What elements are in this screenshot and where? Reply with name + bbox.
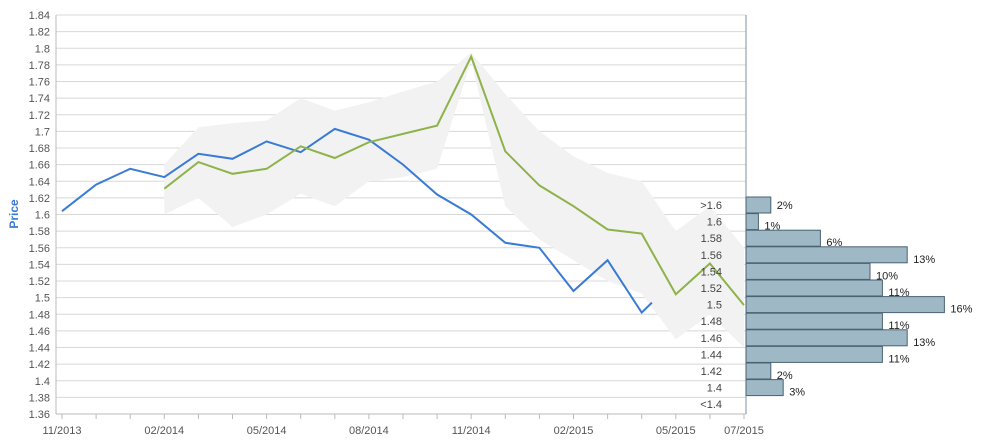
y-tick-label: 1.42 <box>29 359 50 371</box>
y-tick-label: 1.62 <box>29 193 50 205</box>
histogram-bar-percent: 16% <box>950 304 972 316</box>
y-tick-label: 1.38 <box>29 392 50 404</box>
actual-price-line <box>61 127 653 315</box>
histogram-bar-percent: 3% <box>789 387 805 399</box>
histogram-bar <box>745 246 908 264</box>
y-tick-label: 1.7 <box>35 126 50 138</box>
x-tick-label: 11/2013 <box>43 425 82 437</box>
x-tick-label: 05/2015 <box>656 425 696 437</box>
x-tick-label: 11/2014 <box>452 425 491 437</box>
y-tick-label: 1.72 <box>29 110 50 122</box>
histogram-bin-label: <1.4 <box>700 399 722 411</box>
histogram-bar <box>745 345 883 363</box>
histogram-bar <box>745 362 772 380</box>
y-tick-label: 1.76 <box>29 77 50 89</box>
histogram-bin-label: 1.58 <box>701 233 722 245</box>
series-lines <box>61 54 745 315</box>
y-tick-label: 1.54 <box>29 259 50 271</box>
histogram-bar-percent: 2% <box>777 200 793 212</box>
histogram-bar-percent: 10% <box>876 270 898 282</box>
y-tick-label: 1.6 <box>35 210 50 222</box>
histogram-bin-label: 1.6 <box>707 217 722 229</box>
histogram-bar <box>745 329 908 347</box>
histogram-bin-label: 1.46 <box>701 333 722 345</box>
confidence-band <box>164 52 745 348</box>
y-tick-label: 1.48 <box>29 309 50 321</box>
y-tick-label: 1.5 <box>35 293 50 305</box>
histogram-bin-label: 1.54 <box>701 266 722 278</box>
histogram-bar <box>745 196 772 214</box>
y-tick-label: 1.64 <box>29 176 50 188</box>
histogram-bar-percent: 6% <box>826 237 842 249</box>
y-tick-label: 1.8 <box>35 43 50 55</box>
histogram-bin-label: 1.5 <box>707 300 722 312</box>
histogram-bar-percent: 11% <box>888 287 909 299</box>
y-tick-label: 1.52 <box>29 276 50 288</box>
histogram-bin-label: 1.56 <box>701 250 722 262</box>
histogram-bin-label: 1.52 <box>701 283 722 295</box>
histogram-bar <box>745 229 821 247</box>
forecast-band <box>164 52 745 348</box>
y-tick-label: 1.66 <box>29 160 50 172</box>
histogram-bar <box>745 262 871 280</box>
histogram-bar <box>745 312 883 330</box>
y-axis-label: Price <box>7 199 21 229</box>
y-tick-label: 1.84 <box>29 10 50 22</box>
forecast-price-line <box>163 54 745 306</box>
histogram-bar <box>745 296 945 314</box>
x-tick-label: 02/2015 <box>554 425 594 437</box>
histogram-bar-percent: 2% <box>777 370 793 382</box>
y-tick-label: 1.46 <box>29 326 50 338</box>
histogram-bar-percent: 13% <box>913 254 935 266</box>
x-tick-label: 08/2014 <box>349 425 389 437</box>
y-tick-label: 1.82 <box>29 27 50 39</box>
y-tick-label: 1.4 <box>35 376 50 388</box>
x-tick-label: 05/2014 <box>247 425 287 437</box>
y-tick-labels: 1.36 1.38 1.4 1.42 1.44 1.46 1.48 1.5 1.52 1.54 1.… <box>29 10 50 421</box>
histogram-bin-label: 1.48 <box>701 316 722 328</box>
histogram-bar-percent: 11% <box>888 353 909 365</box>
y-tick-label: 1.78 <box>29 60 50 72</box>
y-tick-label: 1.58 <box>29 226 50 238</box>
histogram-bar-percent: 1% <box>764 221 780 233</box>
histogram-bin-label: 1.44 <box>701 349 722 361</box>
y-tick-label: 1.36 <box>29 409 50 421</box>
histogram-bar <box>745 279 883 297</box>
y-tick-label: 1.68 <box>29 143 50 155</box>
y-tick-label: 1.74 <box>29 93 50 105</box>
histogram-bar <box>745 213 759 231</box>
histogram-bar-percent: 11% <box>888 320 909 332</box>
histogram-bar <box>745 379 784 397</box>
x-tick-label: 02/2014 <box>144 425 184 437</box>
y-tick-label: 1.56 <box>29 243 50 255</box>
histogram-bar-percent: 13% <box>913 337 935 349</box>
histogram-bin-label: 1.4 <box>707 383 722 395</box>
x-tick-labels: 11/2013 02/2014 05/2014 08/2014 11/2014 02/20… <box>43 425 764 437</box>
y-tick-label: 1.44 <box>29 343 50 355</box>
histogram-bin-label: 1.42 <box>701 366 722 378</box>
histogram-bin-label: >1.6 <box>700 200 722 212</box>
x-tick-label: 07/2015 <box>724 425 764 437</box>
distribution-histogram: >1.6 2% 1.6 1% 1.58 6% 1.56 13% 1.54 10% 1.52 11% 1.… <box>700 196 973 411</box>
